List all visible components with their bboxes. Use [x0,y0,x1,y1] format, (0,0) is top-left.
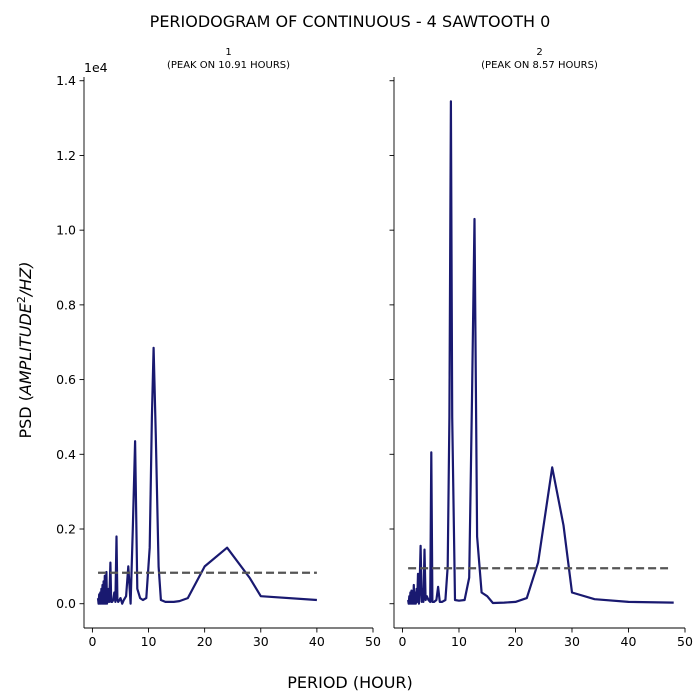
y-tick-label: 1.2 [56,148,76,163]
x-axis-label: PERIOD (HOUR) [287,673,413,692]
x-tick-label: 50 [365,634,381,649]
subplot-title-line1: 1 [225,47,231,58]
y-tick-label: 0.8 [56,297,76,312]
subplot-1: 0 10 20 30 40 50 0.0 0.2 0.4 0.6 0.8 1.0 1.2 1.4 1e4 1 (… [56,47,381,649]
y-tick-label: 0.0 [56,596,76,611]
y-tick-label: 0.4 [56,447,76,462]
x-tick-label: 20 [197,634,213,649]
y-offset-label: 1e4 [84,60,108,75]
subplot-title-line2: (PEAK ON 10.91 HOURS) [167,60,290,71]
x-tick-label: 30 [564,634,580,649]
x-tick-label: 40 [621,634,637,649]
y-tick-label: 1.0 [56,223,76,238]
x-tick-label: 0 [398,634,406,649]
y-tick-label: 0.2 [56,522,76,537]
subplot-title-line2: (PEAK ON 8.57 HOURS) [481,60,598,71]
psd-line [96,346,317,605]
figure-title: PERIODOGRAM OF CONTINUOUS - 4 SAWTOOTH 0 [149,12,551,31]
y-axis-label-italic: AMPLITUDE [16,303,36,396]
x-tick-label: 10 [141,634,157,649]
x-tick-label: 10 [451,634,467,649]
subplot-title-line1: 2 [536,47,542,58]
y-axis-label-prefix: PSD ( [16,395,36,439]
subplot-2: 0 10 20 30 40 50 2 (PEAK ON 8.57 HOURS) [389,47,693,649]
x-tick-label: 50 [677,634,693,649]
y-axis-label-exponent: 2 [14,296,28,304]
x-tick-label: 40 [309,634,325,649]
y-tick-label: 0.6 [56,372,76,387]
x-tick-label: 0 [88,634,96,649]
y-tick-label: 1.4 [56,73,76,88]
x-tick-label: 20 [508,634,524,649]
x-tick-label: 30 [253,634,269,649]
y-axis-label-suffix: /HZ) [16,261,36,297]
psd-line [407,100,674,605]
y-axis-label: PSD (AMPLITUDE2/HZ) [15,261,35,438]
